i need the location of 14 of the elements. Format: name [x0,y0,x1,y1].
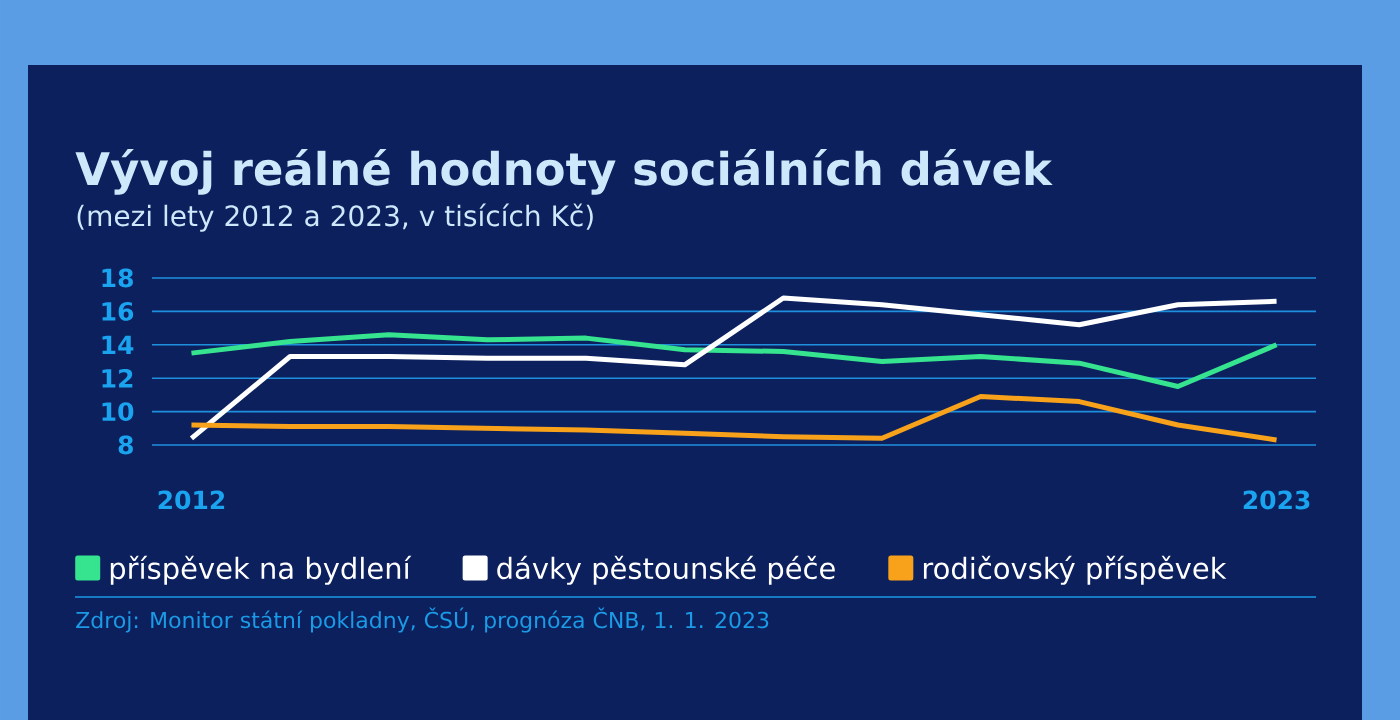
chart-subtitle: (mezi lety 2012 a 2023, v tisících Kč) [77,203,593,232]
y-tick-label: 10 [102,402,134,422]
x-tick-label: 2012 [158,490,225,510]
legend-label: příspěvek na bydlení [110,555,412,585]
x-tick-label: 2023 [1243,490,1310,510]
legend-label: rodičovský příspěvek [923,555,1227,585]
chart-title: Vývoj reálné hodnoty sociálních dávek [75,149,1053,195]
y-tick-label: 12 [102,368,133,388]
legend-label: dávky pěstounské péče [497,555,835,585]
y-tick-label: 8 [118,435,133,455]
text: Zdroj: Monitor státní pokladny, ČSÚ, prognóza ČNB, 1. 1. 2023 [76,607,769,633]
y-tick-label: 18 [102,268,133,288]
y-tick-label: 14 [102,335,134,354]
y-tick-label: 16 [102,301,134,321]
